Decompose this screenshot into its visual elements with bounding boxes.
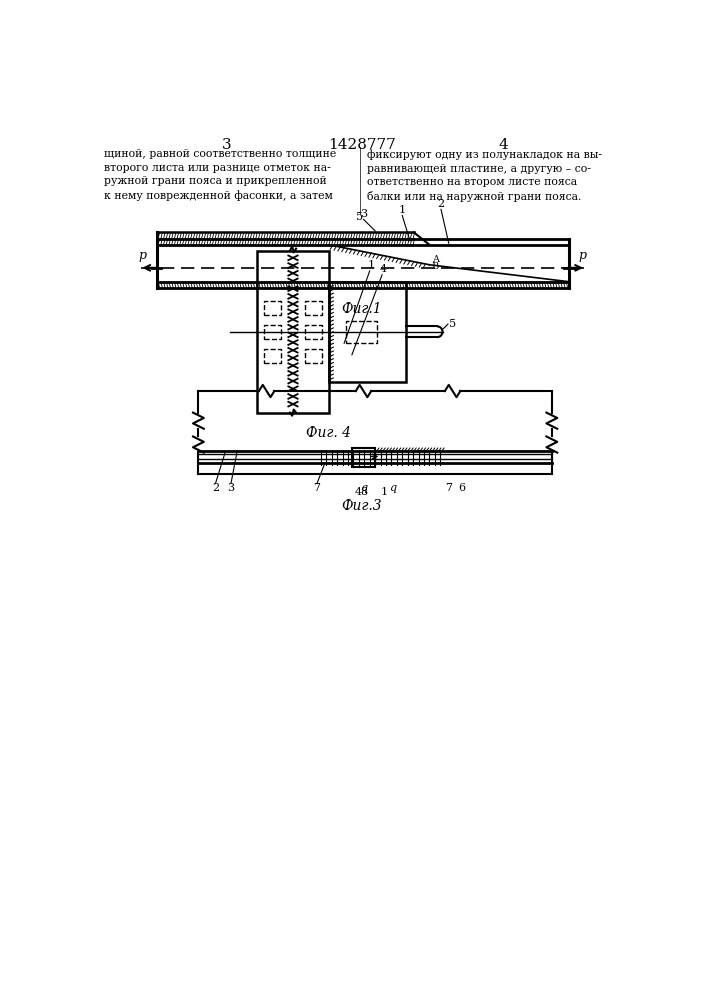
Text: q: q	[360, 483, 367, 493]
Text: 6: 6	[458, 483, 465, 493]
Text: 2: 2	[438, 199, 445, 209]
Bar	[264, 349, 281, 363]
Bar	[305, 301, 322, 315]
Bar	[264, 301, 281, 315]
Text: 8: 8	[360, 487, 367, 497]
Text: 1: 1	[381, 487, 388, 497]
Text: 3: 3	[360, 209, 367, 219]
Bar	[346, 321, 377, 343]
Text: p: p	[139, 249, 146, 262]
Bar	[352, 448, 375, 466]
Text: Фиг.1: Фиг.1	[341, 302, 382, 316]
Text: 4: 4	[498, 138, 508, 152]
Text: 4: 4	[354, 487, 362, 497]
Text: щиной, равной соответственно толщине
второго листа или разнице отметок на-
ружно: щиной, равной соответственно толщине вто…	[104, 149, 336, 201]
Text: Фиг. 4: Фиг. 4	[306, 426, 351, 440]
Bar	[305, 349, 322, 363]
Text: B: B	[432, 262, 439, 271]
Text: 4: 4	[380, 264, 387, 274]
Text: 3: 3	[221, 138, 231, 152]
Bar	[329, 282, 406, 382]
Text: 7: 7	[313, 483, 320, 493]
Text: q: q	[389, 483, 396, 493]
Text: 5: 5	[449, 319, 456, 329]
Bar	[305, 325, 322, 339]
Text: 5: 5	[356, 212, 363, 222]
Text: 1: 1	[368, 260, 375, 270]
Text: p: p	[579, 249, 587, 262]
Text: 7: 7	[445, 483, 452, 493]
Text: A: A	[432, 255, 439, 264]
Bar	[264, 325, 281, 339]
Text: 1: 1	[399, 205, 406, 215]
Text: 2: 2	[212, 483, 219, 493]
Bar	[257, 251, 329, 413]
Text: 3: 3	[228, 483, 235, 493]
Text: фиксируют одну из полунакладок на вы-
равнивающей пластине, а другую – со-
ответ: фиксируют одну из полунакладок на вы- ра…	[368, 149, 602, 202]
Text: 1428777: 1428777	[328, 138, 396, 152]
Text: Фиг.3: Фиг.3	[341, 499, 382, 513]
